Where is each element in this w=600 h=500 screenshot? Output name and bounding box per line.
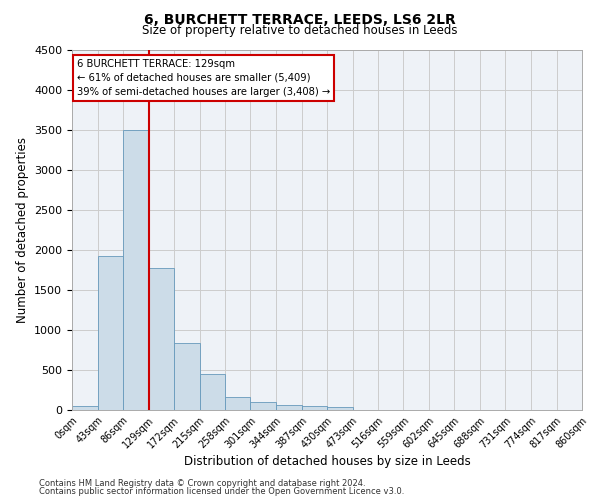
Text: Contains HM Land Registry data © Crown copyright and database right 2024.: Contains HM Land Registry data © Crown c…: [39, 479, 365, 488]
Text: Contains public sector information licensed under the Open Government Licence v3: Contains public sector information licen…: [39, 486, 404, 496]
Bar: [72, 406, 97, 410]
Bar: [276, 405, 302, 410]
Bar: [302, 406, 327, 410]
Bar: [97, 256, 123, 410]
Bar: [251, 402, 276, 410]
Y-axis label: Number of detached properties: Number of detached properties: [16, 137, 29, 323]
Bar: [174, 343, 199, 410]
Text: Size of property relative to detached houses in Leeds: Size of property relative to detached ho…: [142, 24, 458, 37]
Bar: [225, 397, 251, 410]
Bar: [327, 407, 353, 410]
Text: 6, BURCHETT TERRACE, LEEDS, LS6 2LR: 6, BURCHETT TERRACE, LEEDS, LS6 2LR: [144, 12, 456, 26]
Bar: [123, 130, 149, 410]
Bar: [149, 268, 174, 410]
Text: 6 BURCHETT TERRACE: 129sqm
← 61% of detached houses are smaller (5,409)
39% of s: 6 BURCHETT TERRACE: 129sqm ← 61% of deta…: [77, 59, 331, 97]
Bar: [199, 374, 225, 410]
X-axis label: Distribution of detached houses by size in Leeds: Distribution of detached houses by size …: [184, 456, 470, 468]
